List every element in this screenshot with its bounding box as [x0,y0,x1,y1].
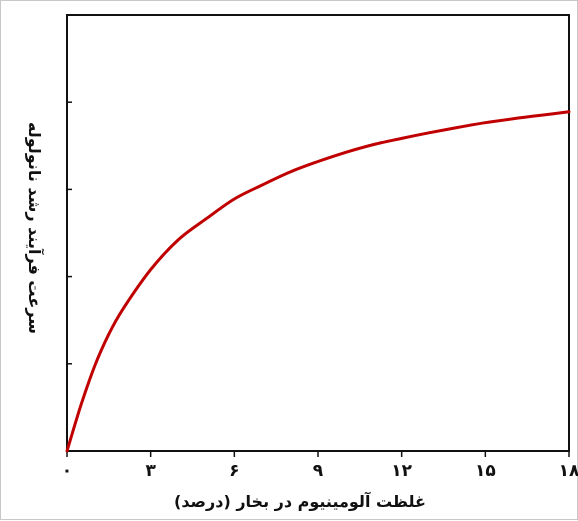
x-tick-label-6: ۱۸ [559,461,578,481]
x-axis-ticks: ۰ ۳ ۶ ۹ ۱۲ ۱۵ ۱۸ [62,451,578,481]
x-tick-label-1: ۳ [145,461,156,481]
x-axis-title: غلظت آلومینیوم در بخار (درصد) [174,491,426,511]
x-tick-label-2: ۶ [229,461,239,481]
x-tick-label-5: ۱۵ [475,461,496,481]
series-group [65,110,571,453]
x-tick-label-3: ۹ [313,461,324,481]
y-axis-title: سرعت فرآیند رشد نانولوله [25,122,45,334]
x-tick-label-0: ۰ [62,461,72,481]
plot-area [66,14,570,452]
x-tick-label-4: ۱۲ [391,461,412,481]
y-axis-ticks [67,101,72,365]
series-line-0 [65,110,571,453]
